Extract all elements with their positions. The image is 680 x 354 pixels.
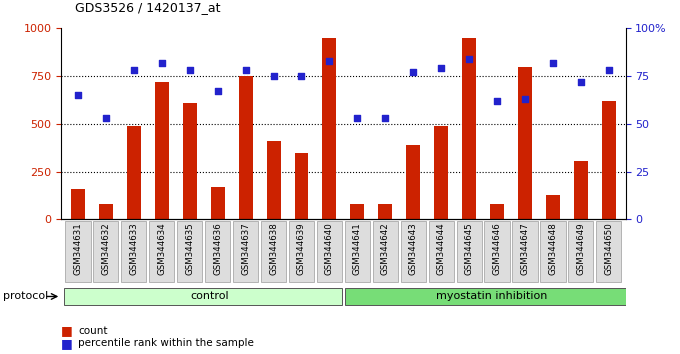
Text: GSM344636: GSM344636 (213, 223, 222, 275)
Bar (211, 187, 224, 219)
Bar (546, 195, 560, 219)
Bar (350, 204, 364, 219)
Text: GSM344643: GSM344643 (409, 223, 418, 275)
Point (520, 96, 530, 102)
Bar (239, 76, 252, 219)
FancyBboxPatch shape (484, 221, 509, 282)
Bar (294, 153, 309, 219)
Text: GSM344638: GSM344638 (269, 223, 278, 275)
Bar (345, 288, 626, 305)
Text: GSM344644: GSM344644 (437, 223, 445, 275)
Point (73, 92, 84, 98)
Point (380, 115, 391, 121)
Text: GSM344637: GSM344637 (241, 223, 250, 275)
Point (575, 79, 586, 85)
Text: GSM344647: GSM344647 (520, 223, 530, 275)
FancyBboxPatch shape (289, 221, 314, 282)
Point (296, 73, 307, 79)
FancyBboxPatch shape (65, 221, 90, 282)
Bar (71, 189, 85, 219)
Bar (155, 82, 169, 219)
Point (352, 115, 363, 121)
Text: protocol: protocol (3, 291, 49, 302)
Text: GSM344639: GSM344639 (297, 223, 306, 275)
Bar (322, 38, 337, 219)
Point (268, 73, 279, 79)
Bar (183, 103, 197, 219)
Bar (99, 204, 113, 219)
FancyBboxPatch shape (541, 221, 566, 282)
Bar (518, 67, 532, 219)
Text: ■: ■ (61, 325, 73, 337)
Point (464, 56, 475, 62)
Bar (406, 145, 420, 219)
Text: GSM344632: GSM344632 (101, 223, 110, 275)
Point (240, 68, 251, 73)
Bar (127, 126, 141, 219)
FancyBboxPatch shape (401, 221, 426, 282)
Text: GSM344634: GSM344634 (157, 223, 167, 275)
Point (156, 60, 167, 65)
Text: myostatin inhibition: myostatin inhibition (436, 291, 547, 302)
FancyBboxPatch shape (513, 221, 538, 282)
FancyBboxPatch shape (373, 221, 398, 282)
Point (129, 68, 139, 73)
FancyBboxPatch shape (345, 221, 370, 282)
Text: count: count (78, 326, 107, 336)
Text: GSM344649: GSM344649 (577, 223, 585, 275)
FancyBboxPatch shape (93, 221, 118, 282)
Bar (435, 126, 448, 219)
Text: GSM344646: GSM344646 (492, 223, 502, 275)
Bar (490, 204, 504, 219)
Point (324, 58, 335, 64)
FancyBboxPatch shape (149, 221, 174, 282)
Text: GSM344645: GSM344645 (464, 223, 474, 275)
FancyBboxPatch shape (428, 221, 454, 282)
Text: ■: ■ (61, 337, 73, 350)
FancyBboxPatch shape (568, 221, 594, 282)
Text: GSM344650: GSM344650 (605, 223, 613, 275)
Point (212, 88, 223, 94)
FancyBboxPatch shape (261, 221, 286, 282)
Point (436, 65, 447, 71)
Bar (64, 288, 342, 305)
Text: GSM344642: GSM344642 (381, 223, 390, 275)
FancyBboxPatch shape (205, 221, 231, 282)
Bar (602, 101, 616, 219)
Point (408, 69, 419, 75)
Bar (267, 141, 281, 219)
Bar (462, 38, 476, 219)
Point (603, 68, 614, 73)
Text: GSM344640: GSM344640 (325, 223, 334, 275)
Point (492, 98, 503, 104)
FancyBboxPatch shape (596, 221, 622, 282)
Text: GSM344635: GSM344635 (185, 223, 194, 275)
Text: GSM344641: GSM344641 (353, 223, 362, 275)
FancyBboxPatch shape (456, 221, 481, 282)
Text: GDS3526 / 1420137_at: GDS3526 / 1420137_at (75, 1, 220, 14)
Text: GSM344633: GSM344633 (129, 223, 138, 275)
Point (547, 60, 558, 65)
Text: control: control (190, 291, 228, 302)
Point (101, 115, 112, 121)
Text: GSM344648: GSM344648 (549, 223, 558, 275)
Text: percentile rank within the sample: percentile rank within the sample (78, 338, 254, 348)
FancyBboxPatch shape (121, 221, 146, 282)
Text: GSM344631: GSM344631 (73, 223, 82, 275)
FancyBboxPatch shape (177, 221, 202, 282)
Bar (574, 161, 588, 219)
Point (184, 68, 195, 73)
FancyBboxPatch shape (233, 221, 258, 282)
FancyBboxPatch shape (317, 221, 342, 282)
Bar (378, 204, 392, 219)
